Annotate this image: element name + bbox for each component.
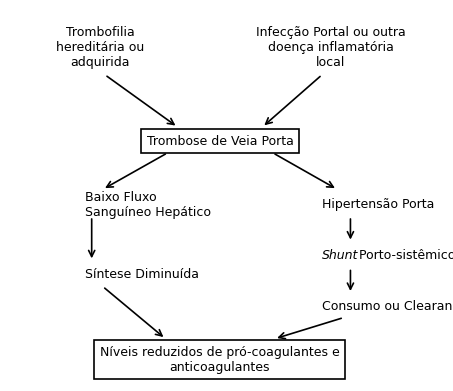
Text: Hipertensão Porta: Hipertensão Porta: [322, 198, 434, 212]
Text: Consumo ou Clearance: Consumo ou Clearance: [322, 300, 453, 313]
Text: Níveis reduzidos de pró-coagulantes e
anticoagulantes: Níveis reduzidos de pró-coagulantes e an…: [100, 346, 340, 373]
Text: Infecção Portal ou outra
doença inflamatória
local: Infecção Portal ou outra doença inflamat…: [256, 26, 406, 69]
Text: Shunt: Shunt: [322, 249, 358, 262]
Text: Síntese Diminuída: Síntese Diminuída: [85, 268, 199, 281]
Text: Trombofilia
hereditária ou
adquirida: Trombofilia hereditária ou adquirida: [56, 26, 145, 69]
Text: Baixo Fluxo
Sanguíneo Hepático: Baixo Fluxo Sanguíneo Hepático: [85, 191, 211, 219]
Text: Trombose de Veia Porta: Trombose de Veia Porta: [146, 135, 294, 147]
Text: Porto-sistêmico: Porto-sistêmico: [355, 249, 453, 262]
